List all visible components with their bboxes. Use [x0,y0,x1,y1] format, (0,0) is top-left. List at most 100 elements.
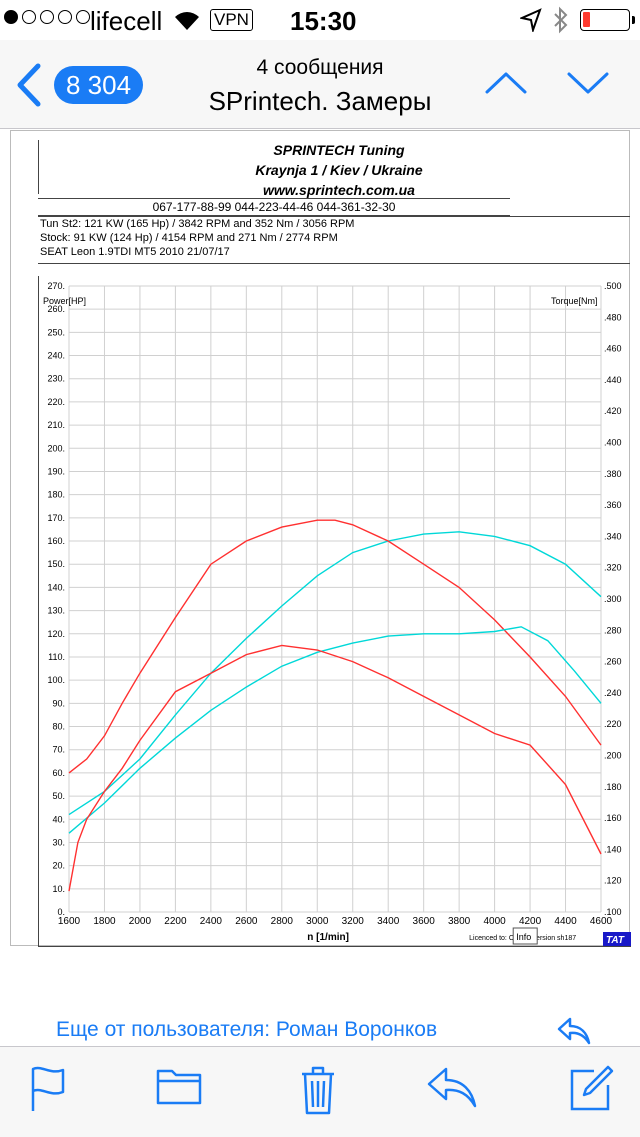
power-tick-label: 230. [47,374,65,384]
info-button: Info [516,932,531,942]
wifi-icon [172,8,202,39]
dyno-results-box: Tun St2: 121 KW (165 Hp) / 3842 RPM and … [38,216,630,264]
dyno-chart: 1600 1800 2000 2200 2400 2600 2800 3000 3200 3400… [43,281,631,946]
curve-1 [68,519,602,774]
power-tick-label: 160. [47,536,65,546]
power-tick-label: 90. [52,698,65,708]
power-tick-label: 130. [47,606,65,616]
signal-dot [40,10,54,24]
power-tick-label: 200. [47,443,65,453]
power-tick-label: 250. [47,327,65,337]
power-tick-label: 20. [52,861,65,871]
x-tick-label: 4600 [590,916,613,927]
attachment-border [10,130,630,946]
dyno-sheet-header: SPRINTECH Tuning Kraynja 1 / Kiev / Ukra… [38,140,639,198]
x-axis-label: n [1/min] [307,932,349,943]
chevron-up-icon[interactable] [484,70,528,101]
thread-title: SPrintech. Замеры [208,86,432,116]
power-tick-label: 100. [47,675,65,685]
power-tick-label: 140. [47,582,65,592]
torque-axis-label: Torque[Nm] [551,296,598,306]
flag-icon[interactable] [28,1065,68,1118]
x-tick-label: 3200 [342,916,365,927]
x-tick-label: 2000 [129,916,152,927]
torque-tick-label: .480 [604,312,622,322]
vehicle-info: SEAT Leon 1.9TDI MT5 2010 21/07/17 [40,246,230,258]
torque-tick-label: .360 [604,500,622,510]
torque-tick-label: .400 [604,438,622,448]
brand-corner-text: TAT [606,935,625,946]
folder-icon[interactable] [156,1065,202,1110]
dyno-chart-frame: 1600 1800 2000 2200 2400 2600 2800 3000 3200 3400… [38,276,631,947]
location-arrow-icon [518,8,542,39]
torque-tick-label: .140 [604,844,622,854]
signal-dot [22,10,36,24]
signal-dot [76,10,90,24]
tuner-name: SPRINTECH Tuning [273,142,405,158]
x-tick-label: 4400 [554,916,577,927]
torque-tick-label: .100 [604,907,622,917]
x-tick-label: 1800 [93,916,116,927]
stock-result: Stock: 91 KW (124 Hp) / 4154 RPM and 271… [40,232,338,244]
torque-tick-label: .300 [604,594,622,604]
power-tick-label: 170. [47,513,65,523]
torque-tick-label: .500 [604,281,622,291]
torque-tick-label: .240 [604,688,622,698]
chevron-down-icon[interactable] [566,70,610,101]
curve-3 [68,644,602,892]
brand-corner-box [603,932,631,946]
attachment-image[interactable]: SPRINTECH Tuning Kraynja 1 / Kiev / Ukra… [10,130,631,947]
carrier-name: lifecell [90,6,163,36]
more-from-user-link[interactable]: Еще от пользователя: Роман Воронков [56,1018,438,1041]
battery-nub [632,16,635,24]
tuner-address: Kraynja 1 / Kiev / Ukraine [255,162,423,178]
power-tick-label: 120. [47,629,65,639]
torque-tick-label: .420 [604,406,622,416]
signal-dot [4,10,18,24]
clock: 15:30 [290,6,357,36]
status-bar: lifecell VPN 15:30 [0,0,640,40]
battery-level [583,12,590,27]
power-tick-label: 180. [47,490,65,500]
x-tick-label: 2400 [200,916,223,927]
battery-icon [580,9,635,31]
torque-tick-label: .180 [604,782,622,792]
power-tick-label: 70. [52,745,65,755]
torque-tick-label: .320 [604,563,622,573]
bottom-toolbar [0,1046,640,1137]
trash-icon[interactable] [300,1065,336,1120]
power-tick-label: 210. [47,420,65,430]
message-footer: Еще от пользователя: Роман Воронков [0,1000,640,1060]
back-count-button[interactable]: 8 304 [54,66,144,104]
x-tick-label: 1600 [58,916,81,927]
torque-tick-label: .380 [604,469,622,479]
power-tick-label: 240. [47,351,65,361]
torque-tick-label: .260 [604,657,622,667]
x-tick-label: 4000 [483,916,506,927]
power-tick-label: 220. [47,397,65,407]
torque-tick-label: .120 [604,876,622,886]
torque-tick-label: .160 [604,813,622,823]
x-tick-label: 3800 [448,916,471,927]
torque-tick-label: .220 [604,719,622,729]
tuner-website: www.sprintech.com.ua [263,182,415,198]
signal-dot [58,10,72,24]
power-tick-label: 110. [48,652,65,662]
info-button-frame [512,927,538,945]
x-tick-label: 2200 [164,916,187,927]
torque-tick-label: .340 [604,531,622,541]
x-tick-label: 3600 [413,916,436,927]
tuned-result: Tun St2: 121 KW (165 Hp) / 3842 RPM and … [40,218,355,230]
thread-count: 4 сообщения [256,56,384,79]
power-tick-label: 60. [52,768,65,778]
torque-tick-label: .280 [604,625,622,635]
power-tick-label: 190. [47,466,65,476]
compose-icon[interactable] [568,1065,614,1116]
back-chevron-icon[interactable] [14,62,44,113]
reply-icon[interactable] [556,1016,592,1051]
power-axis-label: Power[HP] [43,296,86,306]
torque-tick-label: .460 [604,344,622,354]
reply-toolbar-icon[interactable] [426,1065,478,1114]
x-tick-label: 3000 [306,916,329,927]
power-tick-label: 260. [47,304,65,314]
